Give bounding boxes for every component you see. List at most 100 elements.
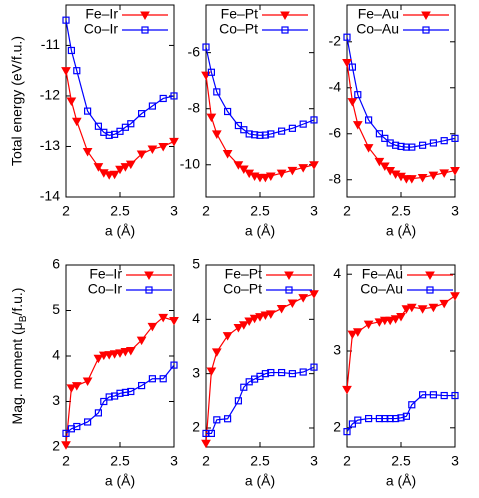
marker bbox=[309, 290, 319, 299]
series-line bbox=[347, 394, 455, 432]
legend-marker bbox=[285, 286, 293, 294]
marker bbox=[342, 385, 352, 395]
marker bbox=[249, 314, 260, 324]
marker bbox=[120, 347, 131, 357]
y-tick-label: -6 bbox=[329, 124, 342, 140]
legend-label: Fe–Pt bbox=[225, 266, 262, 282]
marker bbox=[201, 439, 211, 449]
marker bbox=[354, 416, 362, 424]
marker bbox=[66, 384, 77, 393]
marker bbox=[440, 391, 448, 400]
x-tick-label: 2.5 bbox=[110, 203, 130, 219]
y-tick-label: 4 bbox=[192, 310, 200, 326]
marker bbox=[213, 416, 221, 424]
marker bbox=[267, 368, 275, 377]
marker bbox=[138, 381, 146, 390]
marker bbox=[148, 102, 156, 110]
marker bbox=[115, 349, 125, 358]
x-axis-label: a (Å) bbox=[105, 473, 135, 489]
marker bbox=[222, 332, 233, 341]
marker bbox=[386, 139, 394, 147]
series-line bbox=[66, 364, 174, 434]
marker bbox=[98, 351, 109, 361]
marker bbox=[240, 126, 248, 134]
marker bbox=[207, 68, 215, 76]
x-tick-label: 2.5 bbox=[110, 453, 130, 469]
marker bbox=[276, 169, 287, 179]
y-tick-label: -2 bbox=[329, 32, 342, 48]
legend-marker bbox=[426, 286, 434, 294]
x-axis-label: a (Å) bbox=[386, 223, 416, 239]
marker bbox=[169, 137, 179, 147]
y-tick-label: -8 bbox=[188, 99, 201, 115]
x-tick-label: 3 bbox=[451, 203, 459, 219]
marker bbox=[71, 382, 82, 391]
legend-label: Fe–Au bbox=[358, 6, 399, 22]
marker bbox=[66, 97, 77, 107]
marker bbox=[159, 94, 167, 103]
y-tick-label: -10 bbox=[180, 155, 200, 171]
marker bbox=[206, 367, 217, 376]
marker bbox=[343, 33, 351, 41]
legend-label: Co–Pt bbox=[219, 21, 258, 37]
y-tick-label: -12 bbox=[40, 87, 60, 103]
marker bbox=[408, 401, 416, 409]
legend-marker bbox=[421, 11, 431, 21]
y-axis-label-part: Mag. moment (μ bbox=[9, 322, 25, 424]
marker bbox=[234, 121, 242, 130]
plot-frame bbox=[205, 264, 315, 448]
marker bbox=[62, 429, 70, 437]
series-line bbox=[66, 316, 174, 445]
marker bbox=[159, 375, 167, 383]
marker bbox=[419, 141, 427, 149]
y-tick-label: -8 bbox=[329, 170, 342, 186]
x-tick-label: 3 bbox=[170, 453, 178, 469]
marker bbox=[202, 429, 210, 438]
x-tick-label: 2 bbox=[62, 453, 70, 469]
marker bbox=[278, 127, 286, 135]
marker bbox=[396, 312, 406, 322]
legend-label: Co–Ir bbox=[84, 21, 119, 37]
marker bbox=[343, 428, 351, 436]
marker bbox=[392, 141, 400, 149]
marker bbox=[213, 88, 221, 96]
y-tick-label: -13 bbox=[40, 137, 60, 153]
marker bbox=[120, 163, 131, 172]
y-tick-label: 2 bbox=[333, 419, 341, 435]
marker bbox=[148, 375, 156, 383]
x-tick-label: 2 bbox=[343, 453, 351, 469]
marker bbox=[170, 92, 178, 100]
marker bbox=[136, 150, 147, 160]
x-axis-label: a (Å) bbox=[245, 223, 275, 239]
marker bbox=[342, 58, 352, 68]
marker bbox=[310, 116, 318, 124]
marker bbox=[381, 134, 389, 142]
marker bbox=[94, 409, 103, 417]
marker bbox=[94, 122, 103, 130]
marker bbox=[402, 143, 410, 151]
marker bbox=[429, 391, 437, 399]
marker bbox=[233, 161, 244, 170]
marker bbox=[298, 294, 309, 303]
marker bbox=[401, 305, 412, 314]
marker bbox=[354, 91, 362, 99]
marker bbox=[408, 143, 416, 151]
marker bbox=[397, 142, 405, 151]
y-tick-label: 6 bbox=[52, 256, 60, 272]
y-tick-label: 2 bbox=[52, 438, 60, 454]
marker bbox=[224, 415, 232, 423]
marker bbox=[202, 43, 210, 51]
marker bbox=[93, 163, 104, 172]
legend-marker bbox=[280, 11, 290, 21]
marker bbox=[287, 299, 298, 309]
marker bbox=[386, 414, 394, 423]
marker bbox=[222, 150, 233, 159]
marker bbox=[71, 117, 82, 127]
marker bbox=[397, 414, 405, 422]
y-tick-label: 4 bbox=[333, 265, 341, 281]
marker bbox=[211, 348, 222, 357]
plot-frame bbox=[346, 264, 456, 448]
marker bbox=[288, 124, 296, 132]
plot-area bbox=[66, 20, 174, 176]
series-line bbox=[206, 46, 314, 136]
